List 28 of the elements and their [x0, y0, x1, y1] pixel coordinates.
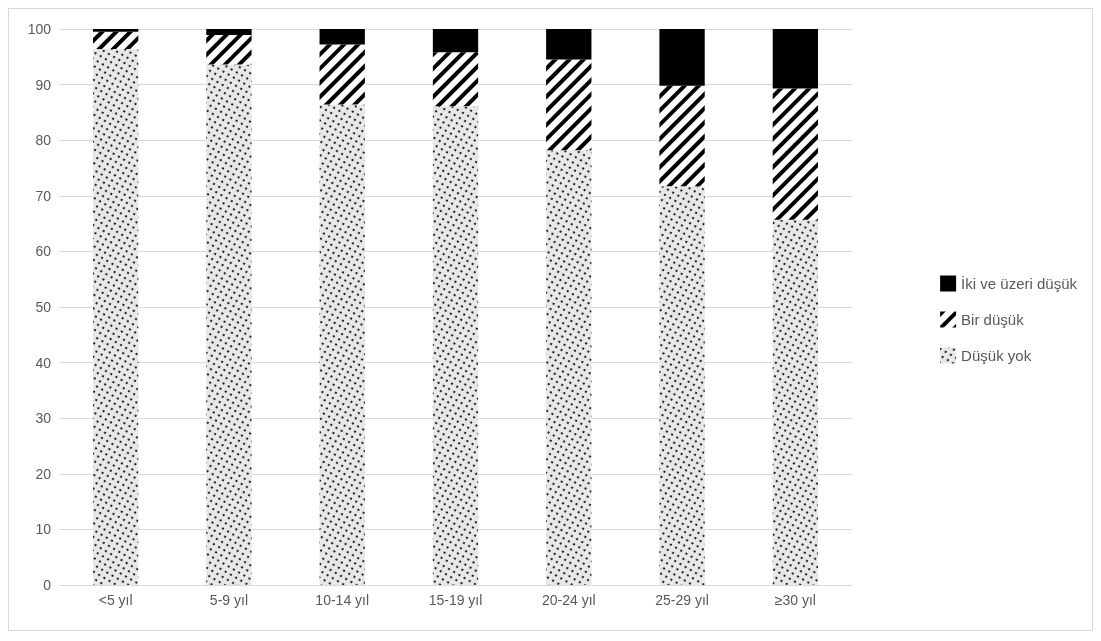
x-tick-label: 25-29 yıl: [655, 592, 709, 608]
x-tick-label: 5-9 yıl: [209, 592, 248, 608]
y-tick-label: 80: [35, 132, 52, 149]
bar: [206, 29, 252, 36]
y-tick-label: 30: [35, 410, 52, 427]
x-tick-label: 10-14 yıl: [315, 592, 370, 608]
bar: [659, 29, 705, 86]
y-tick-label: 10: [35, 521, 52, 538]
y-tick-label: 0: [43, 577, 52, 593]
x-tick-label: 20-24 yıl: [541, 592, 596, 608]
legend-label: İki ve üzeri düşük: [961, 275, 1078, 292]
bar: [772, 29, 819, 89]
legend-label: Düşük yok: [961, 347, 1032, 364]
y-tick-label: 70: [35, 187, 52, 204]
x-tick-label: 15-19 yıl: [428, 592, 483, 608]
bar: [546, 29, 592, 60]
y-tick-label: 90: [35, 76, 52, 93]
x-tick-label: <5 yıl: [98, 592, 133, 608]
y-tick-label: 100: [27, 21, 52, 37]
y-tick-label: 50: [35, 299, 52, 315]
x-tick-label: ≥30 yıl: [774, 592, 816, 608]
y-tick-label: 60: [35, 243, 52, 260]
y-tick-label: 40: [35, 354, 52, 371]
bar: [319, 29, 365, 45]
bar: [432, 29, 479, 53]
legend-label: Bir düşük: [961, 311, 1025, 328]
bar: [92, 29, 139, 32]
y-tick-label: 20: [35, 465, 52, 482]
